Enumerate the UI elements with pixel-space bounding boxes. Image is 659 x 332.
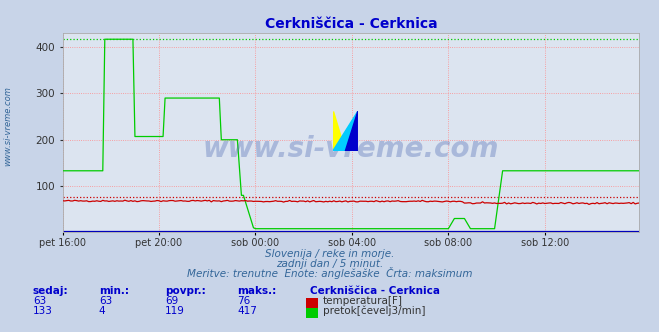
Text: 76: 76 — [237, 296, 250, 306]
Text: Slovenija / reke in morje.: Slovenija / reke in morje. — [265, 249, 394, 259]
Text: povpr.:: povpr.: — [165, 286, 206, 296]
Text: temperatura[F]: temperatura[F] — [323, 296, 403, 306]
Text: Meritve: trenutne  Enote: anglešaške  Črta: maksimum: Meritve: trenutne Enote: anglešaške Črta… — [186, 267, 473, 279]
Text: 69: 69 — [165, 296, 178, 306]
Text: sedaj:: sedaj: — [33, 286, 69, 296]
Text: www.si-vreme.com: www.si-vreme.com — [3, 86, 13, 166]
Polygon shape — [345, 111, 358, 151]
Polygon shape — [333, 111, 358, 151]
Text: 417: 417 — [237, 306, 257, 316]
Text: min.:: min.: — [99, 286, 129, 296]
Text: zadnji dan / 5 minut.: zadnji dan / 5 minut. — [276, 259, 383, 269]
Text: 4: 4 — [99, 306, 105, 316]
Polygon shape — [333, 111, 345, 151]
Text: www.si-vreme.com: www.si-vreme.com — [203, 135, 499, 163]
Text: 63: 63 — [33, 296, 46, 306]
Text: 119: 119 — [165, 306, 185, 316]
Text: Cerkniščica - Cerknica: Cerkniščica - Cerknica — [310, 286, 440, 296]
Text: 133: 133 — [33, 306, 53, 316]
Title: Cerkniščica - Cerknica: Cerkniščica - Cerknica — [265, 17, 437, 31]
Text: 63: 63 — [99, 296, 112, 306]
Text: maks.:: maks.: — [237, 286, 277, 296]
Text: pretok[čevelj3/min]: pretok[čevelj3/min] — [323, 305, 426, 316]
